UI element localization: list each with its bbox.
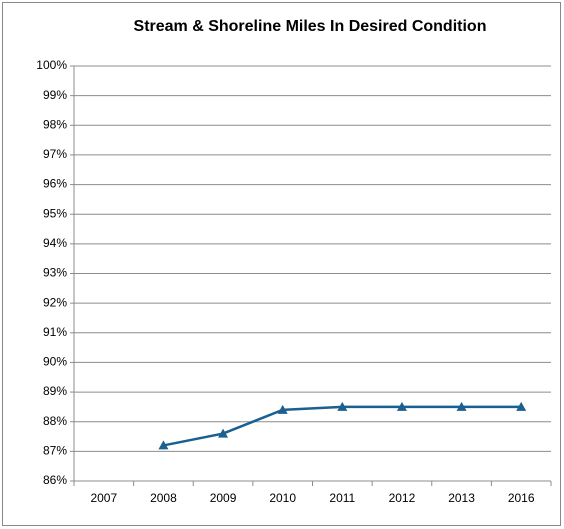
x-tick-label: 2011 [329, 491, 355, 505]
y-tick-label: 86% [43, 473, 67, 487]
x-tick-label: 2009 [210, 491, 237, 505]
x-tick-label: 2007 [90, 491, 117, 505]
y-tick-label: 92% [43, 295, 67, 309]
y-tick-label: 91% [43, 325, 67, 339]
x-tick-label: 2013 [448, 491, 475, 505]
y-tick-label: 100% [36, 58, 67, 72]
x-tick-label: 2010 [269, 491, 296, 505]
data-marker [218, 428, 229, 438]
x-tick-label: 2016 [508, 491, 535, 505]
y-tick-label: 96% [43, 177, 67, 191]
y-tick-label: 93% [43, 266, 67, 280]
data-marker [277, 404, 288, 414]
y-tick-label: 88% [43, 414, 67, 428]
y-tick-label: 99% [43, 88, 67, 102]
y-tick-label: 89% [43, 384, 67, 398]
y-tick-label: 90% [43, 355, 67, 369]
y-tick-label: 97% [43, 147, 67, 161]
data-marker [158, 440, 169, 450]
y-tick-label: 94% [43, 236, 67, 250]
chart-title: Stream & Shoreline Miles In Desired Cond… [133, 18, 487, 35]
data-marker [516, 401, 527, 411]
y-tick-label: 87% [43, 444, 67, 458]
data-marker [396, 401, 407, 411]
data-marker [337, 401, 348, 411]
data-marker [456, 401, 467, 411]
x-tick-label: 2008 [150, 491, 177, 505]
y-tick-label: 95% [43, 206, 67, 220]
y-tick-label: 98% [43, 117, 67, 131]
x-tick-label: 2012 [389, 491, 416, 505]
